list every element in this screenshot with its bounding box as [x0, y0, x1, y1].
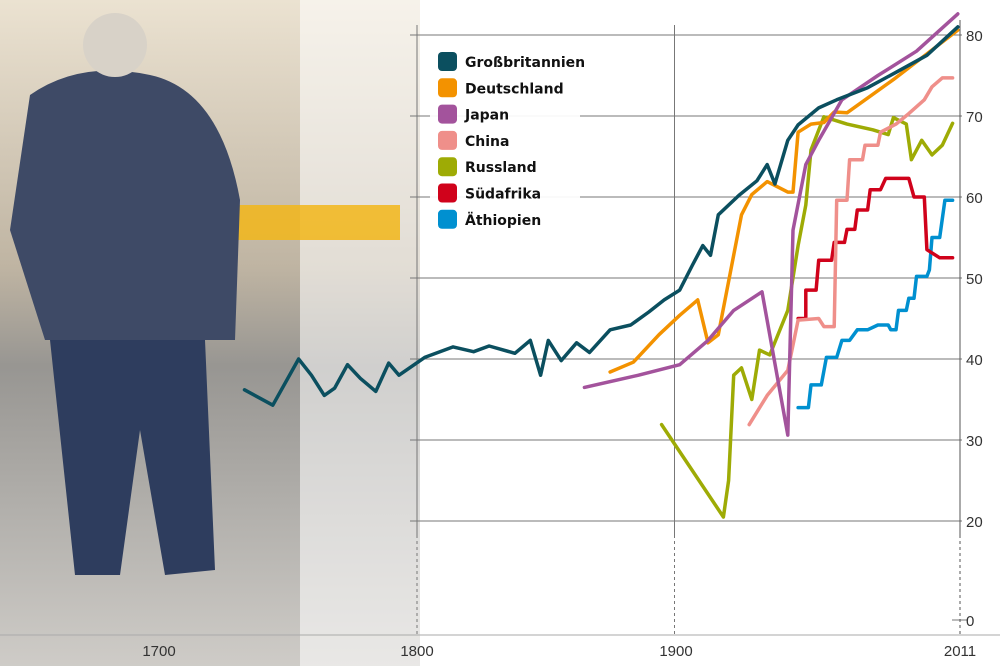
person-head [83, 13, 147, 77]
x-tick-label: 1900 [659, 643, 692, 660]
legend-swatch [438, 183, 457, 203]
y-tick-label: 0 [966, 613, 974, 630]
legend-swatch [438, 104, 457, 124]
x-tick-label: 1800 [400, 643, 433, 660]
legend-swatch [438, 157, 457, 177]
legend-label: China [465, 134, 509, 150]
legend-label: Großbritannien [465, 55, 585, 71]
series-line-Südafrika [796, 176, 955, 321]
y-tick-label: 70 [966, 109, 983, 126]
legend-label: Russland [465, 160, 537, 176]
series-line-Russland [659, 115, 955, 519]
series-line-Großbritannien [242, 25, 960, 407]
y-tick-label: 40 [966, 352, 983, 369]
legend-label: Südafrika [465, 187, 541, 203]
y-tick-label: 20 [966, 514, 983, 531]
legend-swatch [438, 209, 457, 229]
axis-ticks: 1700 1800 1900 2011 80 70 60 50 40 30 20… [142, 28, 982, 660]
y-tick-label: 50 [966, 271, 983, 288]
series-line-Japan [582, 12, 960, 437]
x-tick-label: 1700 [142, 643, 175, 660]
series-line-China [747, 76, 955, 427]
y-tick-label: 30 [966, 433, 983, 450]
person-trousers [50, 340, 215, 575]
legend-swatch [438, 52, 457, 71]
person-shirt [10, 70, 240, 340]
legend-swatch [438, 78, 457, 98]
legend: Großbritannien Deutschland Japan China Russl… [430, 44, 585, 234]
legend-label: Deutschland [465, 81, 564, 97]
y-tick-label: 80 [966, 28, 983, 45]
legend-label: Japan [464, 108, 509, 124]
series-lines [242, 12, 960, 519]
legend-swatch [438, 130, 457, 150]
legend-label: Äthiopien [465, 212, 541, 229]
x-tick-label: 2011 [944, 643, 976, 660]
background-photo [0, 0, 460, 666]
y-tick-label: 60 [966, 190, 983, 207]
series-line-Äthiopien [796, 198, 955, 410]
